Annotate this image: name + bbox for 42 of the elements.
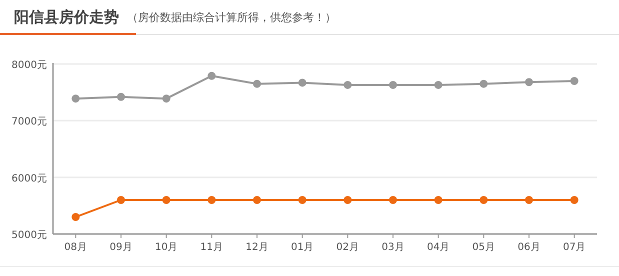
chart-title: 阳信县房价走势 [14, 8, 119, 26]
point [208, 72, 216, 80]
point [344, 80, 352, 89]
point [389, 80, 397, 89]
point [208, 196, 216, 204]
x-tick-label: 02月 [336, 242, 360, 253]
point [162, 94, 170, 103]
x-tick-label: 06月 [518, 242, 540, 253]
x-tick-label: 12月 [246, 242, 268, 253]
point [72, 213, 80, 221]
x-tick-label: 05月 [472, 242, 496, 253]
y-tick-label: 8000元 [12, 60, 47, 71]
point [117, 196, 125, 204]
point [525, 78, 533, 86]
y-tick-label: 5000元 [12, 230, 47, 241]
x-tick-label: 01月 [290, 242, 314, 253]
point [253, 196, 261, 204]
point [162, 196, 170, 204]
point [253, 80, 261, 88]
y-tick-label: 6000元 [12, 173, 47, 184]
point [570, 77, 578, 85]
point [434, 80, 442, 89]
point [389, 196, 397, 204]
x-tick-label: 04月 [426, 242, 450, 253]
point [570, 196, 578, 204]
point [434, 196, 442, 204]
x-tick-label: 10月 [154, 242, 178, 253]
x-tick-label: 07月 [562, 242, 586, 253]
point [480, 196, 488, 204]
point [117, 92, 125, 101]
chart-subtitle: （房价数据由综合计算所得，供您参考！） [127, 11, 336, 24]
x-tick-label: 08月 [64, 242, 88, 253]
point [344, 196, 352, 204]
y-tick-label: 7000元 [12, 116, 47, 128]
x-tick-label: 03月 [382, 242, 404, 253]
point [72, 94, 80, 103]
point [525, 196, 533, 204]
point [298, 196, 306, 204]
x-tick-label: 09月 [110, 242, 132, 253]
point [480, 80, 488, 88]
x-tick-label: 11月 [200, 242, 224, 253]
point [298, 78, 306, 87]
